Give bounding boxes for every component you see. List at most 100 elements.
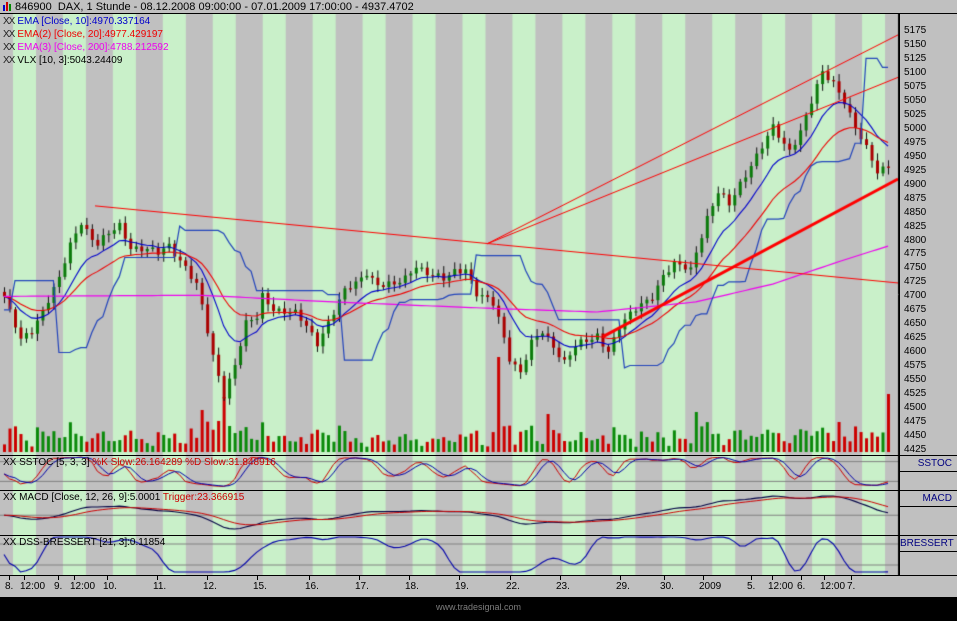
price-tick-label: 5175 — [904, 25, 927, 36]
legend-macd[interactable]: XX MACD [Close, 12, 26, 9]:5.0001 Trigge… — [3, 492, 244, 504]
price-axis[interactable]: 5175 5150 5125 5100 5075 5050 5025 5000 4975 4950… — [899, 14, 957, 575]
legend-value-k: %K Slow:26.164289 — [92, 457, 186, 468]
axis-tick — [359, 576, 360, 580]
price-tick-label: 5025 — [904, 108, 927, 120]
price-tick-label: 4850 — [904, 206, 927, 218]
time-axis-label: 17. — [355, 581, 369, 592]
chart-canvas[interactable] — [0, 14, 899, 575]
price-tick-label: 5075 — [904, 80, 927, 92]
price-tick-label: 4925 — [904, 164, 927, 176]
panel-separator[interactable] — [0, 490, 957, 491]
axis-tick — [24, 576, 25, 580]
axis-tick — [620, 576, 621, 580]
time-axis-label: 10. — [103, 581, 117, 592]
axis-tick — [459, 576, 460, 580]
panel-separator[interactable] — [0, 455, 957, 456]
price-tick-label: 4450 — [904, 430, 927, 442]
chart-title: 846900 DAX, 1 Stunde - 08.12.2008 09:00:… — [15, 0, 414, 13]
time-axis-label: 30. — [660, 581, 674, 592]
panel-label-bressert: BRESSERT — [900, 536, 957, 552]
watermark: www.tradesignal.com — [435, 602, 522, 612]
legend-ema200[interactable]: XX EMA(3) [Close, 200]:4788.212592 — [3, 42, 169, 54]
time-axis-label: 12:00 — [20, 581, 46, 592]
axis-tick — [851, 576, 852, 580]
price-tick-label: 5150 — [904, 38, 927, 50]
axis-tick — [560, 576, 561, 580]
time-axis-label: 8. — [5, 581, 14, 592]
time-axis-label: 9. — [54, 581, 63, 592]
time-axis-label: 29. — [616, 581, 630, 592]
legend-dss-bressert[interactable]: XX DSS-BRESSERT [21, 3]:0.11854 — [3, 537, 165, 549]
price-tick-label: 4525 — [904, 388, 927, 400]
time-axis-label: 23. — [556, 581, 570, 592]
axis-tick — [772, 576, 773, 580]
time-axis-label: 18. — [405, 581, 419, 592]
time-axis-label: 7. — [847, 581, 856, 592]
time-axis-label: 6. — [797, 581, 806, 592]
price-tick-label: 5050 — [904, 94, 927, 106]
legend-sstoc[interactable]: XX SSTOC [5, 3, 3] %K Slow:26.164289 %D … — [3, 457, 276, 469]
axis-tick — [309, 576, 310, 580]
price-tick-label: 4500 — [904, 402, 927, 414]
axis-tick — [257, 576, 258, 580]
axis-tick — [207, 576, 208, 580]
legend-ema10[interactable]: XX EMA [Close, 10]:4970.337164 — [3, 16, 150, 28]
price-tick-label: 4750 — [904, 262, 927, 274]
price-tick-label: 4700 — [904, 290, 927, 302]
axis-tick — [157, 576, 158, 580]
chart-header-bar: 846900 DAX, 1 Stunde - 08.12.2008 09:00:… — [0, 0, 957, 14]
legend-label: XX SSTOC [5, 3, 3] — [3, 457, 93, 468]
legend-vlx[interactable]: XX VLX [10, 3]:5043.24409 — [3, 55, 122, 67]
price-tick-label: 5000 — [904, 122, 927, 134]
time-axis-label: 5. — [747, 581, 756, 592]
legend-label: XX DSS-BRESSERT [21, 3]:0.11854 — [3, 537, 166, 548]
axis-tick — [801, 576, 802, 580]
legend-ema20[interactable]: XX EMA(2) [Close, 20]:4977.429197 — [3, 29, 163, 41]
instrument-icon — [3, 1, 11, 11]
price-tick-label: 4575 — [904, 360, 927, 372]
price-tick-label: 4825 — [904, 220, 927, 232]
price-tick-label: 4775 — [904, 248, 927, 260]
time-axis-label: 12:00 — [820, 581, 846, 592]
time-axis-label: 19. — [455, 581, 469, 592]
price-tick-label: 5125 — [904, 52, 927, 64]
axis-tick — [74, 576, 75, 580]
panel-label-macd: MACD — [900, 491, 957, 507]
price-tick-label: 4875 — [904, 192, 927, 204]
price-tick-label: 4550 — [904, 374, 927, 386]
axis-tick — [751, 576, 752, 580]
axis-tick — [664, 576, 665, 580]
panel-separator[interactable] — [0, 535, 957, 536]
legend-label: VLX [10, 3]:5043.24409 — [17, 55, 123, 66]
time-axis-label: 15. — [253, 581, 267, 592]
axis-tick — [703, 576, 704, 580]
time-axis-label: 12. — [203, 581, 217, 592]
price-tick-label: 4975 — [904, 136, 927, 148]
indicator-toggle-icon: XX — [3, 55, 15, 66]
panel-label-sstoc: SSTOC — [900, 456, 957, 472]
bottom-bar: www.tradesignal.com — [0, 597, 957, 621]
legend-value-d: %D Slow:31.848916 — [185, 457, 276, 468]
indicator-toggle-icon: XX — [3, 16, 15, 27]
time-axis-label: 11. — [153, 581, 167, 592]
price-tick-label: 4800 — [904, 234, 927, 246]
time-axis-label: 2009 — [699, 581, 722, 592]
axis-tick — [409, 576, 410, 580]
price-tick-label: 4650 — [904, 318, 927, 330]
legend-label: EMA(3) [Close, 200]:4788.212592 — [17, 42, 169, 53]
time-axis-label: 16. — [305, 581, 319, 592]
axis-tick — [58, 576, 59, 580]
axis-tick — [510, 576, 511, 580]
legend-label: EMA [Close, 10]:4970.337164 — [17, 16, 151, 27]
price-tick-label: 4950 — [904, 150, 927, 162]
time-axis[interactable]: 8. 12:00 9. 12:00 10. 11. 12. 15. 16. 17. 18. 19. 22… — [0, 575, 957, 597]
legend-value-trigger: Trigger:23.366915 — [162, 492, 245, 503]
legend-label: EMA(2) [Close, 20]:4977.429197 — [17, 29, 163, 40]
price-tick-label: 4600 — [904, 346, 927, 358]
price-tick-label: 4725 — [904, 276, 927, 288]
indicator-toggle-icon: XX — [3, 29, 15, 40]
price-tick-label: 4425 — [904, 444, 927, 455]
time-axis-label: 22. — [506, 581, 520, 592]
legend-label: XX MACD [Close, 12, 26, 9]:5.0001 — [3, 492, 163, 503]
